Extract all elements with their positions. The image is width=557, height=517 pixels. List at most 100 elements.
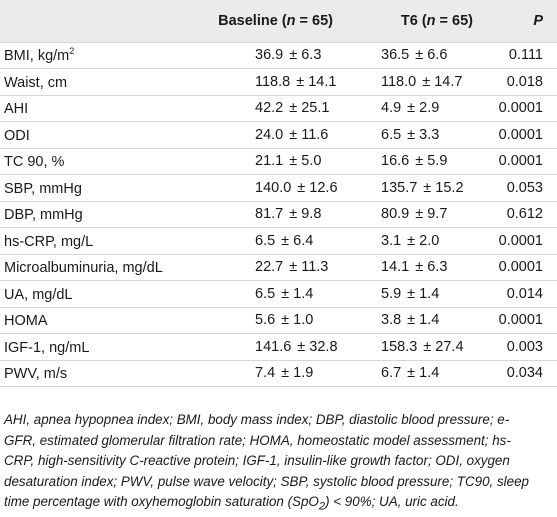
baseline-value-mean: 141.6 — [255, 338, 292, 355]
row-label-label: IGF-1, ng/mL — [4, 339, 90, 356]
t6-value-sd: ± 1.4 — [407, 312, 440, 329]
t6-value-mean: 16.6 — [381, 153, 410, 170]
baseline-value-mean: 118.8 — [255, 73, 291, 90]
baseline-value-sd: ± 11.6 — [289, 126, 329, 143]
table-row: Waist, cm 118.8 ± 14.1 118.0 ± 14.7 0.018 — [0, 68, 557, 96]
baseline-value-mean: 6.5 — [255, 285, 276, 302]
t6-value-sd: ± 1.4 — [407, 365, 440, 382]
p-value-p: 0.0001 — [498, 232, 543, 249]
t6-value-sd: ± 2.9 — [407, 100, 440, 117]
p-value: 0.111 — [485, 42, 557, 69]
p-value-p: 0.0001 — [498, 126, 543, 143]
row-label: SBP, mmHg — [0, 174, 195, 202]
header-t6-n: n — [426, 12, 436, 29]
t6-value: 118.0 ± 14.7 — [363, 68, 485, 96]
header-t6: T6 (n = 65) — [363, 0, 485, 43]
header-baseline-n: n — [286, 12, 296, 29]
row-label: AHI — [0, 95, 195, 122]
row-label: HOMA — [0, 307, 195, 334]
header-baseline-n-close: = 65) — [295, 12, 333, 29]
t6-value-mean: 118.0 — [381, 73, 417, 90]
footnote-sub: 2 — [318, 500, 326, 513]
table-row: TC 90, % 21.1 ± 5.0 16.6 ± 5.9 0.0001 — [0, 148, 557, 175]
baseline-value-mean: 7.4 — [255, 365, 276, 382]
t6-value: 4.9 ± 2.9 — [363, 95, 485, 122]
header-baseline-n-open: ( — [281, 12, 287, 29]
t6-value-sd: ± 9.7 — [415, 206, 448, 223]
header-p: P — [485, 0, 557, 43]
table-row: HOMA 5.6 ± 1.0 3.8 ± 1.4 0.0001 — [0, 307, 557, 334]
row-label-sup: 2 — [69, 46, 75, 57]
table-row: ODI 24.0 ± 11.6 6.5 ± 3.3 0.0001 — [0, 121, 557, 149]
table-row: Microalbuminuria, mg/dL 22.7 ± 11.3 14.1 ± 6… — [0, 254, 557, 281]
t6-value-sd: ± 1.4 — [407, 285, 440, 302]
baseline-value: 42.2 ± 25.1 — [195, 95, 363, 122]
t6-value-mean: 5.9 — [381, 285, 402, 302]
row-label: BMI, kg/m2 — [0, 42, 195, 69]
footnote-line5b: ) < 90%; UA, uric acid. — [325, 494, 459, 509]
p-value-p: 0.0001 — [498, 259, 543, 276]
t6-value-sd: ± 6.3 — [415, 259, 448, 276]
t6-value-sd: ± 27.4 — [423, 338, 464, 355]
row-label: Microalbuminuria, mg/dL — [0, 254, 195, 281]
baseline-value: 24.0 ± 11.6 — [195, 121, 363, 149]
baseline-value-mean: 140.0 — [255, 179, 292, 196]
p-value-p: 0.003 — [506, 338, 543, 355]
p-value: 0.0001 — [485, 148, 557, 175]
row-label-label: HOMA — [4, 313, 48, 330]
table-row: hs-CRP, mg/L 6.5 ± 6.4 3.1 ± 2.0 0.0001 — [0, 227, 557, 255]
baseline-value-sd: ± 12.6 — [297, 179, 338, 196]
t6-value-mean: 135.7 — [381, 179, 418, 196]
baseline-value: 7.4 ± 1.9 — [195, 360, 363, 387]
row-label: TC 90, % — [0, 148, 195, 175]
t6-value-mean: 4.9 — [381, 100, 402, 117]
baseline-value-sd: ± 6.4 — [281, 232, 314, 249]
header-t6-label: T6 — [400, 12, 418, 29]
t6-value-mean: 36.5 — [381, 47, 410, 64]
table-body: BMI, kg/m2 36.9 ± 6.3 36.5 ± 6.6 0.111 Waist, … — [0, 42, 557, 387]
t6-value-mean: 6.7 — [381, 365, 402, 382]
row-label: IGF-1, ng/mL — [0, 333, 195, 361]
row-label: DBP, mmHg — [0, 201, 195, 228]
footnote-line3: CRP, high-sensitivity C-reactive protein… — [4, 453, 510, 468]
t6-value: 135.7 ± 15.2 — [363, 174, 485, 202]
p-value-p: 0.612 — [506, 206, 543, 223]
row-label-label: UA, mg/dL — [4, 286, 73, 303]
t6-value: 16.6 ± 5.9 — [363, 148, 485, 175]
baseline-value-sd: ± 25.1 — [289, 100, 330, 117]
p-value-p: 0.053 — [506, 179, 543, 196]
row-label: hs-CRP, mg/L — [0, 227, 195, 255]
footnote-line5a: time percentage with oxyhemoglobin satur… — [4, 494, 319, 509]
results-table: Baseline (n = 65) T6 (n = 65) P BMI, kg/… — [0, 0, 557, 387]
table-row: AHI 42.2 ± 25.1 4.9 ± 2.9 0.0001 — [0, 95, 557, 122]
row-label-label: BMI, kg/m — [4, 48, 70, 65]
row-label: Waist, cm — [0, 68, 195, 96]
p-value: 0.0001 — [485, 307, 557, 334]
row-label: UA, mg/dL — [0, 280, 195, 308]
t6-value: 80.9 ± 9.7 — [363, 201, 485, 228]
baseline-value-sd: ± 32.8 — [297, 338, 338, 355]
t6-value-sd: ± 6.6 — [415, 47, 448, 64]
header-t6-n-close: = 65) — [435, 12, 473, 29]
baseline-value-sd: ± 9.8 — [289, 206, 322, 223]
baseline-value-mean: 36.9 — [255, 47, 284, 64]
table-row: PWV, m/s 7.4 ± 1.9 6.7 ± 1.4 0.034 — [0, 360, 557, 387]
table-row: DBP, mmHg 81.7 ± 9.8 80.9 ± 9.7 0.612 — [0, 201, 557, 228]
t6-value-mean: 14.1 — [381, 259, 410, 276]
baseline-value: 36.9 ± 6.3 — [195, 42, 363, 69]
t6-value-sd: ± 5.9 — [415, 153, 448, 170]
p-value: 0.034 — [485, 360, 557, 387]
baseline-value-sd: ± 1.9 — [281, 365, 314, 382]
row-label-label: DBP, mmHg — [4, 207, 83, 224]
header-variable — [0, 0, 195, 43]
row-label-label: Waist, cm — [4, 74, 68, 91]
baseline-value-mean: 22.7 — [255, 259, 284, 276]
baseline-value-mean: 24.0 — [255, 126, 284, 143]
row-label-label: AHI — [4, 101, 29, 118]
t6-value: 3.8 ± 1.4 — [363, 307, 485, 334]
t6-value-mean: 158.3 — [381, 338, 418, 355]
p-value: 0.003 — [485, 333, 557, 361]
t6-value-sd: ± 15.2 — [423, 179, 464, 196]
t6-value-sd: ± 2.0 — [407, 232, 440, 249]
